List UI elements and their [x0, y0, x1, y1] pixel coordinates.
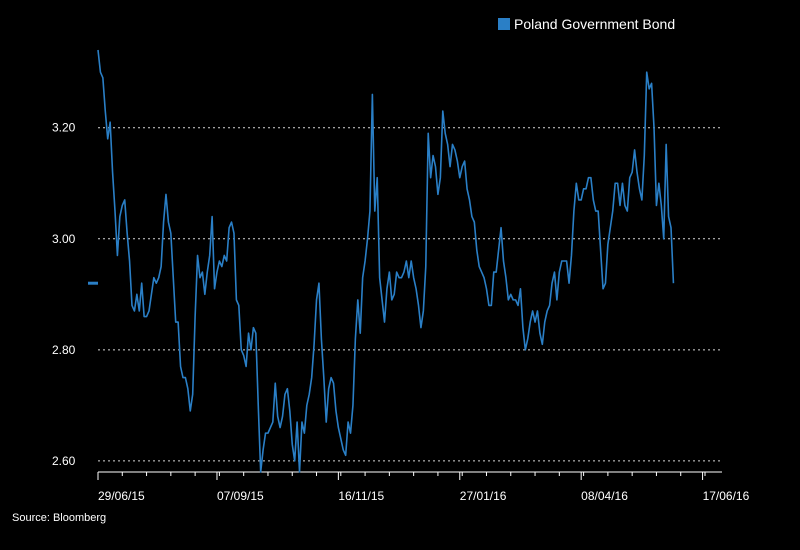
x-tick-label: 29/06/15 — [98, 489, 145, 503]
legend: Poland Government Bond — [498, 16, 675, 32]
source-note: Source: Bloomberg — [12, 512, 106, 524]
last-value-marker — [88, 281, 98, 285]
legend-swatch — [498, 18, 510, 30]
y-tick-label: 2.80 — [52, 343, 76, 357]
y-tick-label: 3.20 — [52, 121, 76, 135]
x-tick-label: 17/06/16 — [703, 489, 750, 503]
legend-label: Poland Government Bond — [514, 16, 675, 32]
series-layer — [88, 49, 675, 473]
tick-labels: 2.60 2.80 3.00 3.20 29/06/15 07/09/15 16/11/15… — [52, 121, 750, 503]
x-tick-label: 08/04/16 — [581, 489, 628, 503]
y-tick-label: 3.00 — [52, 232, 76, 246]
x-axis — [97, 471, 722, 480]
series-line-poland-government-bond — [97, 49, 675, 473]
x-tick-label: 07/09/15 — [217, 489, 264, 503]
x-tick-label: 16/11/15 — [338, 489, 384, 503]
y-tick-label: 2.60 — [52, 454, 76, 468]
gridlines — [98, 127, 722, 462]
x-tick-label: 27/01/16 — [460, 489, 507, 503]
